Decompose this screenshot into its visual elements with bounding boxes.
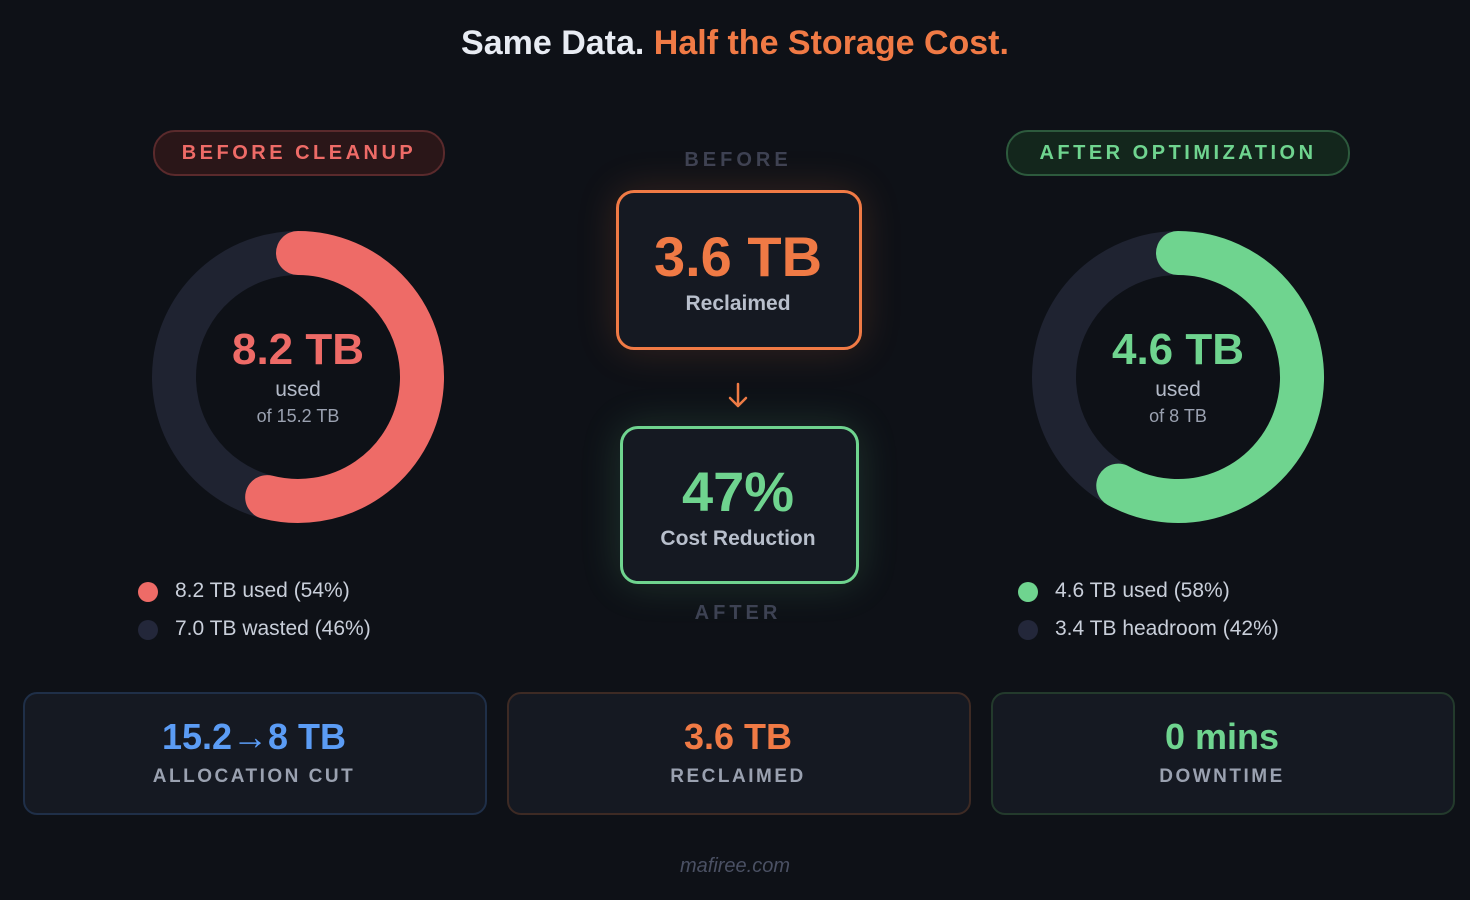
donut-segment [1096, 231, 1324, 523]
reclaimed-box [616, 190, 862, 350]
footer: mafiree.com [679, 855, 791, 877]
phase-label: BEFORE [684, 149, 792, 171]
legend-label: 8.2 TB used (54%) [175, 579, 350, 602]
center-value: 4.6 TB [1111, 325, 1245, 374]
donut-segment [1032, 231, 1179, 505]
phase-label: AFTER [694, 602, 782, 624]
center-value: 8.2 TB [231, 325, 365, 374]
title: Same Data. Half the Storage Cost. [0, 24, 1470, 63]
card [23, 692, 487, 815]
box-label: Cost Reduction [660, 527, 816, 550]
center-label: used [1155, 378, 1201, 401]
donut-segment [245, 231, 444, 523]
arrow-path [728, 382, 748, 408]
card-label: DOWNTIME [1159, 766, 1285, 787]
card [991, 692, 1455, 815]
box-value: 47% [681, 460, 795, 523]
legend-swatch [138, 582, 158, 602]
title-lead: Same Data. [461, 24, 645, 62]
badge: AFTER OPTIMIZATION [1006, 130, 1350, 176]
center-sub: of 15.2 TB [256, 406, 340, 426]
arrow [728, 382, 748, 408]
card [507, 692, 971, 815]
legend-label: 4.6 TB used (58%) [1055, 579, 1230, 602]
card-label: ALLOCATION CUT [152, 766, 356, 787]
donut-chart [1032, 231, 1324, 523]
box-label: Reclaimed [685, 292, 791, 315]
legend-swatch [1018, 582, 1038, 602]
legend-label: 3.4 TB headroom (42%) [1055, 617, 1279, 640]
title-accent: Half the Storage Cost. [653, 24, 1009, 62]
legend-label: 7.0 TB wasted (46%) [175, 617, 371, 640]
card-value: 15.2→8 TB [161, 716, 347, 757]
badge: BEFORE CLEANUP [153, 130, 445, 176]
donut-chart [152, 231, 444, 523]
center-sub: of 8 TB [1149, 406, 1207, 426]
donut-segment [152, 231, 299, 519]
card-label: RECLAIMED [670, 766, 806, 787]
legend-swatch [1018, 620, 1038, 640]
legend-swatch [138, 620, 158, 640]
center-label: used [275, 378, 321, 401]
card-value: 3.6 TB [683, 716, 793, 757]
box-value: 3.6 TB [653, 225, 823, 288]
reduction-box [620, 426, 859, 584]
card-value: 0 mins [1164, 716, 1280, 757]
